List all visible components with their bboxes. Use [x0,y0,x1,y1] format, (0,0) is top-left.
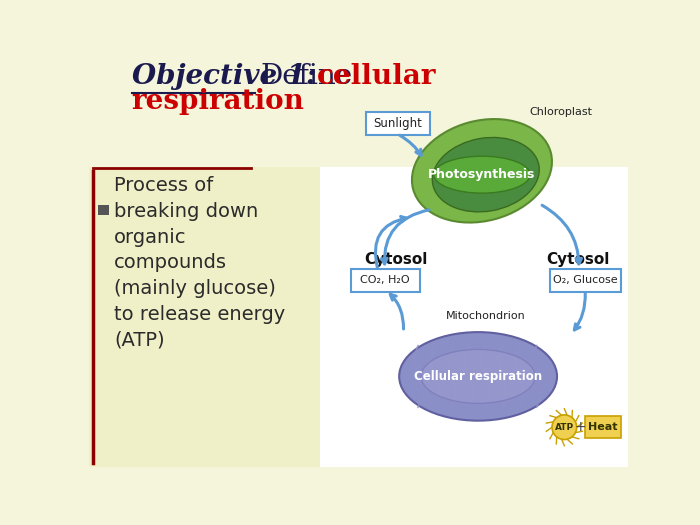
Text: O₂, Glucose: O₂, Glucose [553,275,617,285]
Circle shape [552,415,577,439]
Text: +: + [575,420,587,434]
Ellipse shape [412,119,552,223]
FancyBboxPatch shape [90,63,629,467]
Ellipse shape [433,138,539,212]
Ellipse shape [399,332,557,421]
Text: Define: Define [260,63,352,90]
Text: cellular: cellular [316,63,436,90]
Text: Cytosol: Cytosol [547,252,610,267]
FancyBboxPatch shape [585,416,621,438]
FancyBboxPatch shape [90,63,629,167]
Text: Cytosol: Cytosol [364,252,428,267]
FancyBboxPatch shape [351,269,419,292]
Text: Objective 1:: Objective 1: [132,63,316,90]
Ellipse shape [421,350,535,403]
Text: respiration: respiration [132,88,304,114]
Text: Cellular respiration: Cellular respiration [414,370,542,383]
Text: Photosynthesis: Photosynthesis [428,168,536,181]
Text: ATP: ATP [555,423,574,432]
Text: Chloroplast: Chloroplast [530,107,593,117]
Ellipse shape [434,156,530,193]
Text: CO₂, H₂O: CO₂, H₂O [360,275,410,285]
FancyBboxPatch shape [90,167,321,467]
FancyBboxPatch shape [367,112,430,135]
Text: Heat: Heat [588,422,617,432]
Text: Mitochondrion: Mitochondrion [446,311,526,321]
Text: Sunlight: Sunlight [374,117,423,130]
Text: Process of
breaking down
organic
compounds
(mainly glucose)
to release energy
(A: Process of breaking down organic compoun… [114,176,285,350]
FancyBboxPatch shape [99,205,108,215]
FancyBboxPatch shape [550,269,621,292]
FancyBboxPatch shape [321,63,629,467]
